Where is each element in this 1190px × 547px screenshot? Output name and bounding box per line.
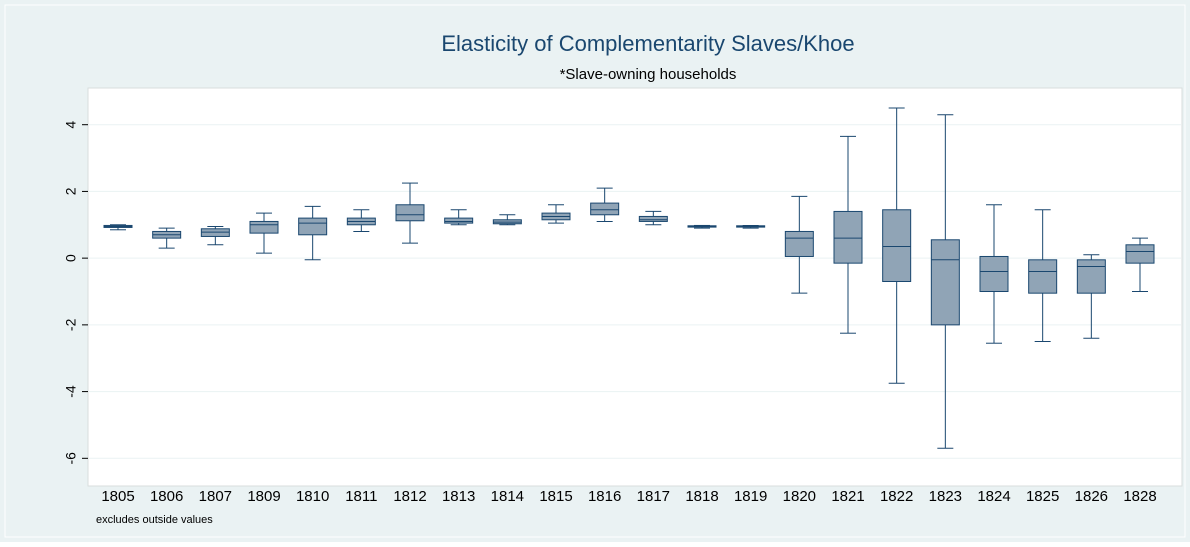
box [784,230,814,257]
box [1076,259,1106,294]
x-tick-label: 1809 [247,488,280,505]
y-tick-label: -6 [63,452,79,465]
x-tick-label: 1823 [929,488,962,505]
x-tick-label: 1825 [1026,488,1059,505]
x-tick-label: 1826 [1075,488,1108,505]
y-tick-label: -2 [63,318,79,331]
box [1125,244,1155,264]
x-tick-label: 1805 [101,488,134,505]
y-tick-label: 4 [63,121,79,129]
chart-title: Elasticity of Complementarity Slaves/Kho… [441,31,854,56]
plot-region [87,87,1183,487]
box [249,220,279,234]
x-tick-label: 1819 [734,488,767,505]
x-tick-label: 1820 [783,488,816,505]
box [200,228,230,237]
note: excludes outside values [96,514,213,526]
x-tick-label: 1807 [199,488,232,505]
y-tick-label: 0 [63,254,79,262]
x-tick-label: 1806 [150,488,183,505]
box [979,255,1009,293]
y-tick-label: -4 [63,385,79,398]
x-tick-label: 1812 [393,488,426,505]
x-tick-label: 1822 [880,488,913,505]
box [833,210,863,264]
chart-subtitle: *Slave-owning households [560,66,737,83]
x-tick-label: 1816 [588,488,621,505]
x-tick-label: 1811 [345,488,377,505]
x-tick-label: 1810 [296,488,329,505]
box [882,209,912,282]
x-tick-label: 1818 [685,488,718,505]
x-tick-label: 1817 [637,488,670,505]
x-tick-label: 1824 [977,488,1010,505]
x-tick-label: 1821 [831,488,864,505]
box [638,215,668,222]
x-tick-label: 1828 [1123,488,1156,505]
y-tick-label: 2 [63,187,79,195]
x-tick-label: 1815 [539,488,572,505]
box [930,239,960,326]
box [1028,259,1058,294]
box [298,217,328,236]
box [395,204,425,222]
box [444,217,474,224]
box [590,202,620,216]
x-tick-label: 1813 [442,488,475,505]
x-tick-label: 1814 [491,488,524,505]
